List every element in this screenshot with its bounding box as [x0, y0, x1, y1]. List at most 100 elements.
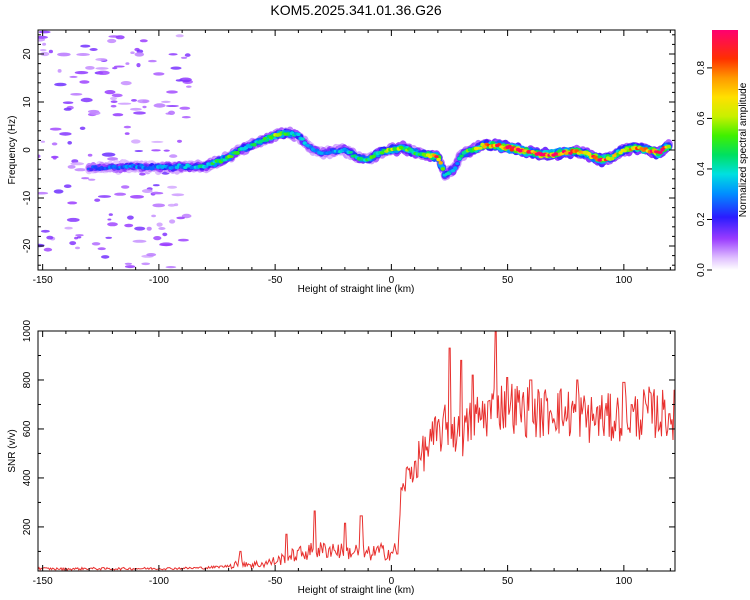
spectrogram-noise-cell — [54, 82, 67, 87]
spectrogram-ytick-label: 10 — [22, 96, 33, 108]
spectrogram-noise-cell — [79, 126, 86, 130]
spectrogram-ridge-cell — [478, 146, 483, 150]
spectrogram-noise-cell — [107, 157, 119, 161]
spectrogram-ridge-cell — [440, 167, 445, 171]
spectrogram-noise-cell — [123, 125, 131, 129]
spectrogram-noise-cell — [110, 96, 117, 101]
snr-xtick-label: 50 — [502, 576, 514, 587]
spectrogram-data — [38, 30, 673, 269]
spectrogram-noise-cell — [141, 189, 153, 193]
spectrogram-noise-cell — [62, 101, 74, 104]
spectrogram-noise-cell — [49, 127, 62, 131]
spectrogram-xtick-label: 0 — [389, 275, 395, 286]
spectrogram-ytick-label: -10 — [22, 190, 33, 205]
spectrogram-noise-cell — [70, 93, 83, 96]
spectrogram-xtick-label: -50 — [268, 275, 283, 286]
spectrogram-noise-cell — [134, 150, 144, 152]
spectrogram-ridge-cell — [204, 165, 209, 168]
snr-axes: -150 -100 -50 0 50 100 200 400 600 800 1000 — [22, 319, 675, 587]
spectrogram-noise-cell — [182, 79, 191, 83]
snr-xtick-label: -50 — [268, 576, 283, 587]
spectrogram-noise-cell — [131, 99, 137, 102]
spectrogram-noise-cell — [133, 111, 146, 115]
spectrogram-noise-cell — [134, 52, 145, 57]
spectrogram-noise-cell — [76, 53, 90, 56]
spectrogram-ytick-label: 0 — [22, 147, 33, 153]
spectrogram-noise-cell — [112, 113, 124, 117]
spectrogram-noise-cell — [169, 219, 176, 224]
spectrogram-xtick-label: 100 — [616, 275, 633, 286]
spectrogram-noise-cell — [139, 39, 148, 43]
spectrogram-ridge-cell — [459, 154, 464, 158]
spectrogram-noise-cell — [132, 239, 147, 243]
spectrogram-ytick-label: 20 — [22, 48, 33, 60]
spectrogram-noise-cell — [39, 49, 47, 52]
spectrogram-ridge-cell — [379, 151, 385, 155]
snr-ytick-label: 800 — [22, 371, 33, 388]
colorbar-tick-label: 0.2 — [696, 212, 707, 226]
spectrogram-ridge-cell — [453, 166, 458, 171]
spectrogram-ylabel: Frequency (Hz) — [7, 116, 18, 185]
spectrogram-noise-cell — [124, 262, 133, 265]
spectrogram-noise-cell — [67, 201, 78, 205]
spectrogram-noise-cell — [125, 62, 130, 65]
spectrogram-noise-cell — [67, 165, 76, 169]
spectrogram-noise-cell — [117, 102, 132, 105]
spectrogram-noise-cell — [121, 185, 130, 189]
spectrogram-noise-cell — [114, 192, 127, 196]
spectrogram-ridge-cell — [666, 144, 671, 149]
colorbar-tick-label: 0.4 — [696, 162, 707, 176]
spectrogram-noise-cell — [94, 198, 101, 202]
snr-ytick-label: 400 — [22, 469, 33, 486]
spectrogram-noise-cell — [87, 153, 93, 157]
snr-xtick-label: 0 — [389, 576, 395, 587]
spectrogram-noise-cell — [175, 34, 184, 38]
spectrogram-noise-cell — [169, 154, 178, 158]
spectrogram-noise-cell — [180, 56, 188, 59]
spectrogram-ridge-cell — [371, 154, 376, 159]
spectrogram-noise-cell — [81, 177, 90, 180]
spectrogram-ridge-cell — [348, 150, 353, 154]
spectrogram-noise-cell — [137, 99, 150, 104]
spectrogram-noise-cell — [74, 71, 89, 75]
spectrogram-noise-cell — [130, 51, 135, 54]
spectrogram-noise-cell — [38, 35, 48, 39]
spectrogram-noise-cell — [163, 149, 170, 152]
spectrogram-noise-cell — [120, 81, 132, 86]
spectrogram-noise-cell — [104, 90, 116, 95]
spectrogram-noise-cell — [115, 35, 125, 40]
spectrogram-noise-cell — [38, 30, 51, 34]
spectrogram-noise-cell — [156, 222, 163, 227]
spectrogram-ridge-cell — [507, 144, 512, 149]
spectrogram-noise-cell — [131, 139, 141, 144]
spectrogram-noise-cell — [43, 247, 53, 252]
spectrogram-noise-cell — [162, 232, 168, 237]
spectrogram-noise-cell — [70, 162, 84, 166]
spectrogram-noise-cell — [134, 226, 146, 231]
snr-frame — [37, 330, 676, 572]
spectrogram-xtick-label: -100 — [149, 275, 169, 286]
spectrogram-noise-cell — [111, 93, 123, 98]
spectrogram-noise-cell — [124, 223, 134, 228]
spectrogram-ridge-cell — [89, 167, 94, 172]
spectrogram-ridge-cell — [658, 150, 663, 155]
spectrogram-noise-cell — [168, 53, 178, 56]
spectrogram-noise-cell — [174, 203, 179, 207]
spectrogram-noise-cell — [80, 44, 91, 48]
spectrogram-noise-cell — [179, 106, 191, 110]
spectrogram-noise-cell — [88, 178, 96, 181]
spectrogram-noise-cell — [89, 111, 101, 116]
spectrogram-noise-cell — [101, 255, 110, 259]
spectrogram-noise-cell — [153, 103, 166, 108]
spectrogram-noise-cell — [91, 242, 101, 246]
spectrogram-noise-cell — [146, 226, 152, 231]
spectrogram-noise-cell — [139, 172, 146, 176]
spectrogram-noise-cell — [101, 152, 116, 157]
spectrogram-ridge-cell — [235, 150, 240, 155]
spectrogram-ridge-cell — [300, 137, 305, 141]
spectrogram-ridge-cell — [587, 152, 592, 156]
spectrogram-noise-cell — [177, 238, 189, 242]
spectrogram-noise-cell — [69, 75, 78, 78]
